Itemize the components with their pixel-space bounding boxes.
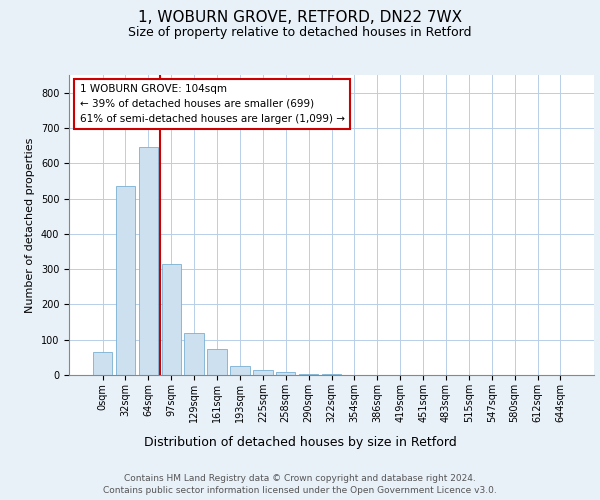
Text: Size of property relative to detached houses in Retford: Size of property relative to detached ho…	[128, 26, 472, 39]
Text: Contains HM Land Registry data © Crown copyright and database right 2024.
Contai: Contains HM Land Registry data © Crown c…	[103, 474, 497, 495]
Bar	[208, 348, 227, 375]
Text: 1, WOBURN GROVE, RETFORD, DN22 7WX: 1, WOBURN GROVE, RETFORD, DN22 7WX	[138, 10, 462, 25]
Bar	[116, 186, 135, 375]
Text: 1 WOBURN GROVE: 104sqm
← 39% of detached houses are smaller (699)
61% of semi-de: 1 WOBURN GROVE: 104sqm ← 39% of detached…	[79, 84, 344, 124]
Bar	[299, 374, 319, 375]
Bar	[276, 372, 295, 375]
Bar	[139, 148, 158, 375]
Text: Distribution of detached houses by size in Retford: Distribution of detached houses by size …	[143, 436, 457, 449]
Bar	[93, 352, 112, 375]
Bar	[253, 370, 272, 375]
Bar	[322, 374, 341, 375]
Bar	[184, 332, 204, 375]
Bar	[230, 366, 250, 375]
Y-axis label: Number of detached properties: Number of detached properties	[25, 138, 35, 312]
Bar	[161, 264, 181, 375]
